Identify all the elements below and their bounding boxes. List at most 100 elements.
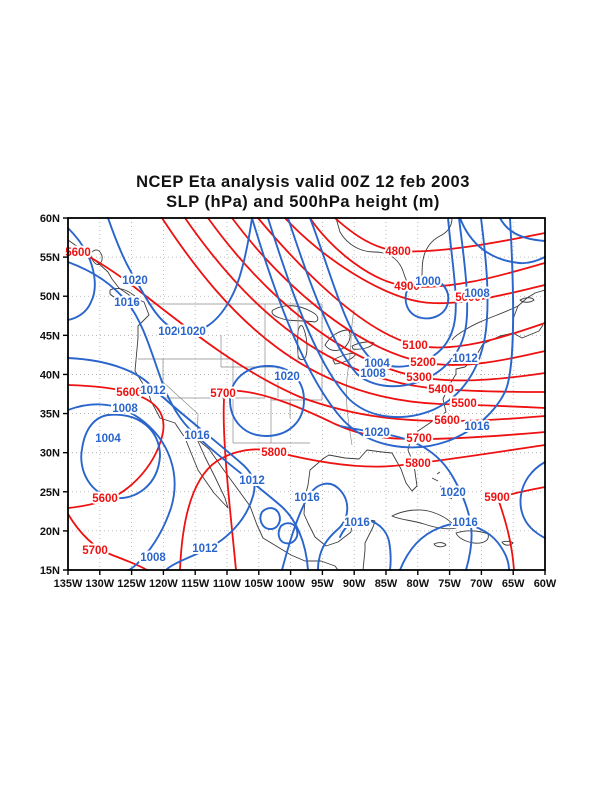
slp-contour-ne-arc-1: [459, 217, 546, 265]
cuba-island: [391, 509, 457, 530]
lat-tick-label: 35N: [40, 409, 60, 421]
height-label-4900: 4900: [394, 281, 420, 293]
lat-tick-label: 20N: [40, 526, 60, 538]
slp-label-1020: 1020: [122, 275, 148, 287]
height-contour-5600-north: [67, 246, 546, 422]
height-label-5800: 5800: [405, 458, 431, 470]
lon-tick-label: 135W: [54, 578, 83, 590]
lon-tick-label: 125W: [117, 578, 146, 590]
slp-label-1020: 1020: [158, 326, 184, 338]
lake-superior: [271, 305, 319, 323]
slp-label-1016: 1016: [464, 421, 490, 433]
height-label-5600: 5600: [92, 493, 118, 505]
slp-label-1004: 1004: [364, 358, 390, 370]
lon-tick-label: 85W: [375, 578, 398, 590]
bahamas-islands: [431, 471, 453, 500]
slp-label-1012: 1012: [452, 353, 478, 365]
slp-label-1020: 1020: [440, 487, 466, 499]
slp-contour-closed-small-a: [259, 507, 281, 530]
slp-label-1008: 1008: [360, 368, 386, 380]
height-contour-4900: [309, 217, 546, 288]
height-label-5600: 5600: [434, 415, 460, 427]
lon-tick-label: 80W: [406, 578, 429, 590]
slp-contours: [67, 217, 546, 571]
lake-huron: [324, 329, 351, 351]
chart-subtitle: SLP (hPa) and 500hPa height (m): [166, 193, 440, 211]
height-contour-5100: [257, 217, 546, 349]
height-label-5700: 5700: [82, 545, 108, 557]
slp-label-1016: 1016: [344, 517, 370, 529]
height-label-5600: 5600: [116, 387, 142, 399]
slp-contour-1016-caribbean: [399, 522, 510, 571]
slp-label-1016: 1016: [184, 430, 210, 442]
lat-tick-label: 50N: [40, 291, 60, 303]
height-contour-5600-west: [67, 384, 165, 509]
state-borders-layer: [138, 303, 355, 446]
slp-contour-1008-west: [67, 403, 176, 571]
lat-tick-label: 45N: [40, 330, 60, 342]
height-label-5400: 5400: [428, 384, 454, 396]
slp-label-1012: 1012: [239, 475, 265, 487]
slp-contour-coastal-nw: [67, 227, 96, 321]
slp-contour-1012-east: [267, 217, 489, 418]
height-label-4800: 4800: [385, 246, 411, 258]
height-label-5200: 5200: [410, 357, 436, 369]
height-label-5800: 5800: [261, 447, 287, 459]
lon-tick-label: 130W: [85, 578, 114, 590]
lat-tick-label: 25N: [40, 487, 60, 499]
height-contour-5400: [184, 217, 546, 393]
height-label-5600: 5600: [65, 247, 91, 259]
slp-label-1020: 1020: [180, 326, 206, 338]
slp-contour-1016-mexico: [281, 482, 349, 571]
height-contour-4800: [334, 217, 546, 253]
height-label-5100: 5100: [402, 340, 428, 352]
slp-contour-1004-east: [309, 217, 457, 368]
lon-tick-label: 65W: [502, 578, 525, 590]
height-label-5700: 5700: [406, 433, 432, 445]
slp-label-1020: 1020: [364, 427, 390, 439]
slp-contour-1000-east: [404, 277, 450, 320]
slp-contour-1016-east: [251, 217, 515, 449]
height-contour-5300: [207, 217, 546, 382]
lon-tick-label: 95W: [311, 578, 334, 590]
state-borders: [138, 303, 355, 446]
lat-tick-label: 40N: [40, 369, 60, 381]
height-label-5900: 5900: [484, 492, 510, 504]
lon-tick-label: 120W: [149, 578, 178, 590]
slp-contour-1016-gulf: [339, 519, 392, 571]
lat-tick-label: 15N: [40, 565, 60, 577]
lat-tick-label: 55N: [40, 252, 60, 264]
slp-label-1016: 1016: [294, 492, 320, 504]
slp-contour-1020-nw: [107, 217, 253, 334]
lon-tick-label: 70W: [470, 578, 493, 590]
anticosti-island: [519, 297, 535, 303]
slp-label-1020: 1020: [274, 371, 300, 383]
slp-label-1000: 1000: [415, 276, 441, 288]
height-contour-5500: [161, 217, 546, 409]
height-contours-500hpa: [67, 217, 546, 571]
puerto-rico-island: [501, 540, 514, 546]
height-label-5000: 5000: [455, 292, 481, 304]
slp-contour-1016-west: [67, 261, 309, 571]
slp-contour-1008-east: [287, 217, 469, 388]
map-frame: [67, 217, 546, 571]
height-contour-5800: [179, 444, 546, 571]
vancouver-island: [109, 287, 139, 305]
lon-tick-label: 75W: [438, 578, 461, 590]
slp-contour-1020-rockies: [229, 365, 305, 437]
slp-label-1016: 1016: [114, 297, 140, 309]
slp-label-1012: 1012: [192, 543, 218, 555]
slp-label-1012: 1012: [140, 385, 166, 397]
height-label-5300: 5300: [406, 372, 432, 384]
slp-label-1008: 1008: [140, 552, 166, 564]
slp-label-1004: 1004: [95, 433, 121, 445]
coastline-east: [303, 324, 544, 571]
height-contour-5000: [284, 217, 546, 305]
lon-tick-label: 60W: [534, 578, 557, 590]
lon-tick-label: 115W: [181, 578, 210, 590]
jamaica-island: [433, 542, 447, 548]
height-contour-5900: [496, 486, 546, 571]
slp-label-1016: 1016: [452, 517, 478, 529]
slp-contour-ne-arc-2: [499, 217, 546, 242]
